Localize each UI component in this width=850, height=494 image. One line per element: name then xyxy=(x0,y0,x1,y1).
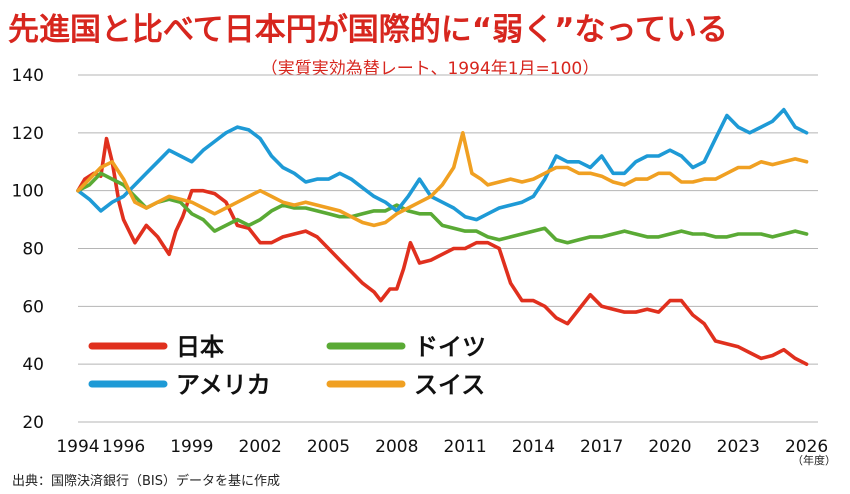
series-line xyxy=(76,171,809,245)
x-tick-label: 2020 xyxy=(648,437,691,457)
chart-subtitle: （実質実効為替レート、1994年1月=100） xyxy=(260,59,600,79)
x-tick-label: 2005 xyxy=(307,437,350,457)
series-line xyxy=(76,107,809,222)
y-tick-label: 80 xyxy=(22,240,44,260)
legend-label: アメリカ xyxy=(176,371,271,399)
y-tick-label: 40 xyxy=(22,355,44,375)
legend-label: スイス xyxy=(414,371,485,399)
x-tick-label: 2008 xyxy=(375,437,418,457)
y-tick-label: 100 xyxy=(12,182,44,202)
y-tick-label: 140 xyxy=(12,66,44,86)
x-axis-ticks: 1994 1996 1999 2002 2005 2008 2011 2014 2017 2020… xyxy=(56,437,828,457)
series-line xyxy=(76,136,809,367)
legend-label: 日本 xyxy=(176,333,224,361)
chart-title: 先進国と比べて日本円が国際的に“弱く”なっている xyxy=(8,12,728,48)
series-line xyxy=(76,131,809,228)
x-tick-label: 2002 xyxy=(239,437,282,457)
x-tick-label: 2023 xyxy=(717,437,760,457)
x-tick-label: 2011 xyxy=(443,437,486,457)
y-tick-label: 120 xyxy=(12,124,44,144)
y-tick-label: 60 xyxy=(22,297,44,317)
x-tick-label: 2017 xyxy=(580,437,623,457)
source-note: 出典：国際決済銀行（BIS）データを基に作成 xyxy=(12,474,281,489)
x-tick-label: 2026 xyxy=(785,437,828,457)
x-tick-label: 1996 xyxy=(102,437,145,457)
y-tick-label: 20 xyxy=(22,413,44,433)
x-tick-label: 1994 xyxy=(56,437,99,457)
legend-label: ドイツ xyxy=(414,333,486,361)
x-axis-unit: （年度） xyxy=(792,454,836,467)
x-tick-label: 1999 xyxy=(170,437,213,457)
y-axis-ticks: 20 40 60 80 100 120 140 xyxy=(12,66,44,433)
grid-lines xyxy=(78,74,818,423)
series-lines xyxy=(76,107,809,367)
x-tick-label: 2014 xyxy=(512,437,555,457)
